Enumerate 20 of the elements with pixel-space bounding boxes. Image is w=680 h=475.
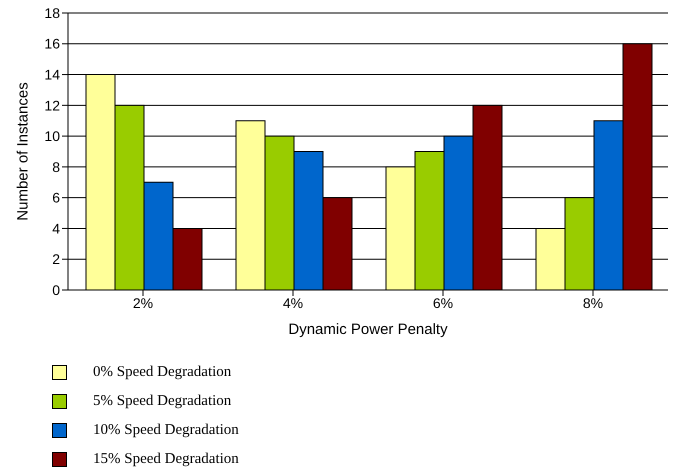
y-tick-label: 8 <box>52 158 60 175</box>
x-tick-label: 6% <box>432 294 454 311</box>
x-tick-label: 2% <box>132 294 154 311</box>
y-axis-title: Number of Instances <box>14 82 32 221</box>
y-tick-label: 14 <box>44 66 60 83</box>
y-tick-label: 2 <box>52 251 60 268</box>
legend-label: 15% Speed Degradation <box>93 451 239 468</box>
y-tick-label: 10 <box>44 128 60 144</box>
legend-label: 0% Speed Degradation <box>93 364 232 381</box>
legend-label: 5% Speed Degradation <box>93 393 232 410</box>
y-tick-label: 16 <box>44 36 60 52</box>
y-tick-label: 0 <box>52 282 60 298</box>
legend-label: 10% Speed Degradation <box>93 422 239 439</box>
y-tick-label: 6 <box>52 190 60 206</box>
y-tick-label: 4 <box>52 220 60 236</box>
y-tick-label: 18 <box>44 4 60 21</box>
y-tick-label: 12 <box>44 97 60 114</box>
x-axis-title: Dynamic Power Penalty <box>288 321 448 338</box>
x-tick-label: 8% <box>582 294 604 311</box>
x-tick-label: 4% <box>282 294 304 311</box>
